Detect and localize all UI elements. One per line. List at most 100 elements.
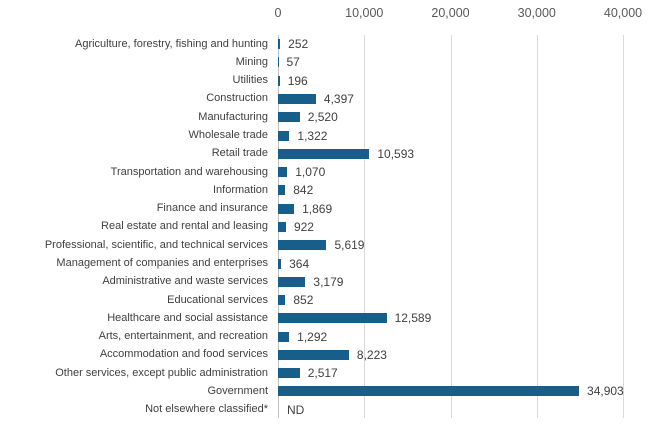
chart-row: Agriculture, forestry, fishing and hunti… bbox=[0, 35, 650, 53]
bar bbox=[278, 203, 295, 214]
bar bbox=[278, 75, 280, 86]
value-label: 922 bbox=[293, 219, 314, 234]
bar-area: 364 bbox=[278, 254, 650, 272]
category-label: Finance and insurance bbox=[156, 202, 268, 215]
bar bbox=[278, 368, 300, 379]
bar-area: ND bbox=[278, 401, 650, 419]
chart-row: Management of companies and enterprises 3… bbox=[0, 254, 650, 272]
chart-row: Accommodation and food services 8,223 bbox=[0, 346, 650, 364]
category-label: Educational services bbox=[167, 293, 268, 306]
chart-row: Wholesale trade 1,322 bbox=[0, 126, 650, 144]
value-label: 252 bbox=[288, 37, 309, 52]
category-label: Mining bbox=[235, 55, 268, 68]
chart-row: Administrative and waste services 3,179 bbox=[0, 273, 650, 291]
bar-area: 2,520 bbox=[278, 108, 650, 126]
chart-row: Government 34,903 bbox=[0, 382, 650, 400]
bar bbox=[278, 221, 286, 232]
category-label: Wholesale trade bbox=[188, 129, 269, 142]
chart-row: Utilities 196 bbox=[0, 72, 650, 90]
chart-row: Information 842 bbox=[0, 181, 650, 199]
bar-area: 3,179 bbox=[278, 273, 650, 291]
x-axis-tick-label: 40,000 bbox=[603, 6, 643, 20]
category-label: Arts, entertainment, and recreation bbox=[98, 330, 268, 343]
bar bbox=[278, 112, 300, 123]
bar bbox=[278, 313, 387, 324]
bar-area: 2,517 bbox=[278, 364, 650, 382]
category-label: Real estate and rental and leasing bbox=[101, 220, 268, 233]
category-label: Professional, scientific, and technical … bbox=[44, 238, 268, 251]
bar-area: 57 bbox=[278, 53, 650, 71]
category-label: Retail trade bbox=[211, 147, 268, 160]
chart-row: Transportation and warehousing 1,070 bbox=[0, 163, 650, 181]
x-axis-tick-label: 20,000 bbox=[431, 6, 470, 20]
category-label: Manufacturing bbox=[198, 110, 268, 123]
value-label: 2,520 bbox=[307, 110, 338, 125]
category-label: Government bbox=[207, 384, 268, 397]
chart-row: Finance and insurance 1,869 bbox=[0, 200, 650, 218]
bar-area: 4,397 bbox=[278, 90, 650, 108]
value-label: ND bbox=[287, 402, 305, 417]
category-label: Healthcare and social assistance bbox=[107, 311, 268, 324]
bar-area: 1,292 bbox=[278, 328, 650, 346]
chart-row: Arts, entertainment, and recreation 1,292 bbox=[0, 328, 650, 346]
gridline bbox=[536, 35, 538, 418]
chart-row: Not elsewhere classified* ND bbox=[0, 401, 650, 419]
value-label: 4,397 bbox=[323, 91, 354, 106]
value-label: 842 bbox=[293, 183, 314, 198]
chart-row: Real estate and rental and leasing 922 bbox=[0, 218, 650, 236]
bar bbox=[278, 148, 370, 159]
x-axis-tick-label: 0 bbox=[274, 6, 282, 20]
bar bbox=[278, 185, 286, 196]
chart-row: Healthcare and social assistance 12,589 bbox=[0, 309, 650, 327]
bar bbox=[278, 276, 306, 287]
x-axis-tick-label: 30,000 bbox=[517, 6, 556, 20]
bar bbox=[278, 295, 286, 306]
chart-row: Professional, scientific, and technical … bbox=[0, 236, 650, 254]
bar-area: 1,322 bbox=[278, 126, 650, 144]
category-label: Other services, except public administra… bbox=[55, 366, 268, 379]
bar bbox=[278, 130, 290, 141]
value-label: 34,903 bbox=[587, 384, 624, 399]
gridline bbox=[623, 35, 624, 418]
bar bbox=[278, 39, 281, 50]
bar-area: 1,070 bbox=[278, 163, 650, 181]
x-axis-tick-label: 10,000 bbox=[345, 6, 384, 20]
rows: Agriculture, forestry, fishing and hunti… bbox=[0, 35, 650, 419]
category-label: Transportation and warehousing bbox=[110, 165, 268, 178]
category-label: Construction bbox=[206, 92, 268, 105]
value-label: 5,619 bbox=[334, 238, 365, 253]
value-label: 852 bbox=[293, 293, 314, 308]
bar-area: 842 bbox=[278, 181, 650, 199]
value-label: 1,322 bbox=[297, 128, 328, 143]
chart-row: Other services, except public administra… bbox=[0, 364, 650, 382]
bar bbox=[278, 258, 282, 269]
value-label: 2,517 bbox=[307, 366, 338, 381]
bar-area: 10,593 bbox=[278, 145, 650, 163]
value-label: 364 bbox=[289, 256, 310, 271]
bar bbox=[278, 93, 316, 104]
x-axis: 0 10,000 20,000 30,000 40,000 bbox=[0, 0, 650, 28]
category-label: Not elsewhere classified* bbox=[145, 403, 268, 416]
chart-row: Mining 57 bbox=[0, 53, 650, 71]
category-label: Information bbox=[212, 183, 268, 196]
bar-area: 852 bbox=[278, 291, 650, 309]
bar-area: 1,869 bbox=[278, 200, 650, 218]
value-label: 196 bbox=[287, 73, 308, 88]
bar-area: 5,619 bbox=[278, 236, 650, 254]
gridline bbox=[450, 35, 452, 418]
chart-row: Educational services 852 bbox=[0, 291, 650, 309]
bar-area: 252 bbox=[278, 35, 650, 53]
bar-area: 196 bbox=[278, 72, 650, 90]
bar bbox=[278, 240, 327, 251]
bar-area: 12,589 bbox=[278, 309, 650, 327]
value-label: 8,223 bbox=[356, 347, 387, 362]
category-label: Agriculture, forestry, fishing and hunti… bbox=[74, 37, 268, 50]
gridline bbox=[364, 35, 366, 418]
value-label: 1,292 bbox=[297, 329, 328, 344]
value-label: 10,593 bbox=[377, 146, 415, 161]
bar-area: 8,223 bbox=[278, 346, 650, 364]
value-label: 3,179 bbox=[313, 274, 344, 289]
bar bbox=[278, 386, 580, 397]
bar-area: 34,903 bbox=[278, 382, 650, 400]
